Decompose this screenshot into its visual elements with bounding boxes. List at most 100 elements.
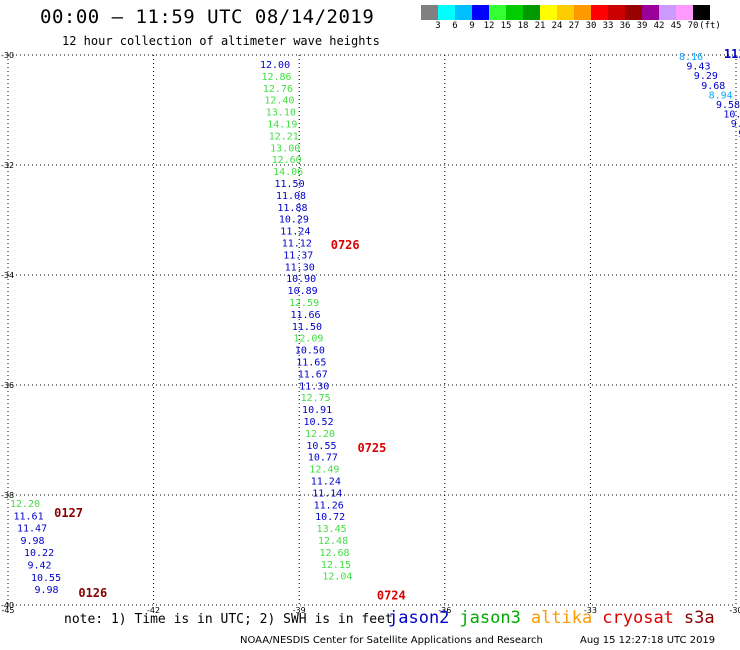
- satellite-jason2: jason2: [388, 608, 450, 628]
- wave-height-observation: 11.30: [299, 381, 329, 392]
- wave-height-observation: 10.22: [24, 548, 54, 559]
- wave-height-observation: 11.88: [277, 203, 307, 214]
- x-axis-tick-label: -39: [293, 606, 306, 615]
- wave-height-observation: 12.21: [269, 131, 299, 142]
- credit-text: NOAA/NESDIS Center for Satellite Applica…: [240, 635, 543, 646]
- satellite-s3a: s3a: [683, 608, 715, 628]
- legend-label: 21: [534, 21, 546, 31]
- time-tag: 0725: [357, 441, 386, 455]
- map-title: 00:00 – 11:59 UTC 08/14/2019: [40, 6, 375, 28]
- legend-swatch: [693, 5, 710, 20]
- legend-swatch: [676, 5, 693, 20]
- legend-label: 9: [469, 21, 475, 31]
- legend-label: (ft): [699, 21, 721, 31]
- wave-height-observation: 11.67: [298, 369, 328, 380]
- wave-height-observation: 12.04: [322, 572, 352, 583]
- x-axis-tick-label: -33: [584, 606, 597, 615]
- y-axis-tick-label: -34: [1, 271, 14, 280]
- wave-height-observation: 9.43: [686, 62, 710, 73]
- wave-height-observation: 10.90: [286, 274, 316, 285]
- wave-height-observation: 11.66: [290, 310, 320, 321]
- legend-swatch: [608, 5, 625, 20]
- legend-swatch: [574, 5, 591, 20]
- wave-height-observation: 10.91: [302, 405, 332, 416]
- wave-height-observation: 10.55: [306, 441, 336, 452]
- wave-height-observation: 8.16: [679, 52, 703, 63]
- wave-height-observation: 12.60: [272, 155, 302, 166]
- time-tag: 111: [724, 47, 740, 61]
- x-axis-tick-label: -42: [147, 606, 160, 615]
- wave-height-observation: 14.06: [273, 167, 303, 178]
- legend-swatch: [557, 5, 574, 20]
- wave-height-observation: 13.00: [270, 143, 300, 154]
- satellite-altika: altika: [530, 608, 593, 628]
- wave-height-observation: 12.20: [10, 499, 40, 510]
- wave-height-observation: 10.29: [279, 215, 309, 226]
- legend-label: 39: [636, 21, 648, 31]
- wave-height-observation: 12.48: [318, 536, 348, 547]
- wave-height-observation: 12.68: [319, 548, 349, 559]
- wave-height-observation: 11.14: [312, 488, 342, 499]
- time-tag: 0127: [54, 506, 83, 520]
- legend-swatch: [506, 5, 523, 20]
- wave-height-observation: 14.19: [267, 120, 297, 131]
- wave-height-observation: 11.47: [17, 524, 47, 535]
- time-tag: 0126: [78, 586, 107, 600]
- wave-height-observation: 9.68: [738, 129, 740, 140]
- legend-swatch: [591, 5, 608, 20]
- wave-height-observation: 10.55: [31, 573, 61, 584]
- legend-label: 36: [619, 21, 631, 31]
- wave-height-observation: 10.72: [315, 512, 345, 523]
- legend-label: 27: [568, 21, 580, 31]
- legend-swatch: [642, 5, 659, 20]
- legend-swatch: [540, 5, 557, 20]
- satellite-key: jason2 jason3 altika cryosat s3a: [388, 608, 715, 628]
- time-tag: 0726: [331, 238, 360, 252]
- wave-height-observation: 11.37: [283, 250, 313, 261]
- legend-label: 30: [585, 21, 597, 31]
- wave-height-observation: 12.15: [321, 560, 351, 571]
- satellite-cryosat: cryosat: [602, 608, 674, 628]
- legend-label: 15: [500, 21, 512, 31]
- wave-height-observation: 10.77: [308, 453, 338, 464]
- x-axis-tick-label: -45: [1, 606, 14, 615]
- wave-height-observation: 9.98: [35, 585, 59, 596]
- wave-height-observation: 11.24: [311, 477, 341, 488]
- legend-label: 18: [517, 21, 529, 31]
- legend-label: 12: [483, 21, 495, 31]
- legend-label: 6: [452, 21, 458, 31]
- legend-label: 24: [551, 21, 563, 31]
- legend-label: 70: [687, 21, 699, 31]
- wave-height-observation: 12.49: [309, 465, 339, 476]
- legend-swatch: [421, 5, 438, 20]
- wave-height-observation: 13.45: [317, 524, 347, 535]
- wave-height-observation: 12.09: [293, 334, 323, 345]
- wave-height-observation: 13.10: [266, 108, 296, 119]
- wave-height-observation: 12.40: [264, 96, 294, 107]
- legend-swatch: [489, 5, 506, 20]
- x-axis-tick-label: -30: [729, 606, 740, 615]
- y-axis-tick-label: -40: [1, 601, 14, 610]
- wave-height-observation: 9.68: [701, 81, 725, 92]
- time-tag: 0724: [377, 589, 406, 603]
- wave-height-observation: 11.30: [285, 262, 315, 273]
- legend-swatch: [438, 5, 455, 20]
- y-axis-tick-label: -32: [1, 161, 14, 170]
- color-legend: [421, 5, 710, 20]
- legend-swatch: [523, 5, 540, 20]
- wave-height-observation: 8.94: [709, 90, 733, 101]
- wave-height-observation: 10.09: [723, 110, 740, 121]
- y-axis-tick-label: -36: [1, 381, 14, 390]
- wave-height-observation: 11.65: [296, 358, 326, 369]
- y-axis-tick-label: -30: [1, 51, 14, 60]
- wave-height-observation: 9.29: [694, 71, 718, 82]
- x-axis-tick-label: -36: [438, 606, 451, 615]
- wave-height-observation: 10.89: [288, 286, 318, 297]
- wave-height-observation: 11.24: [280, 227, 310, 238]
- footer-note: note: 1) Time is in UTC; 2) SWH is in fe…: [64, 612, 393, 627]
- legend-swatch: [472, 5, 489, 20]
- wave-height-observation: 12.75: [301, 393, 331, 404]
- wave-height-observation: 11.26: [314, 500, 344, 511]
- wave-height-observation: 12.59: [289, 298, 319, 309]
